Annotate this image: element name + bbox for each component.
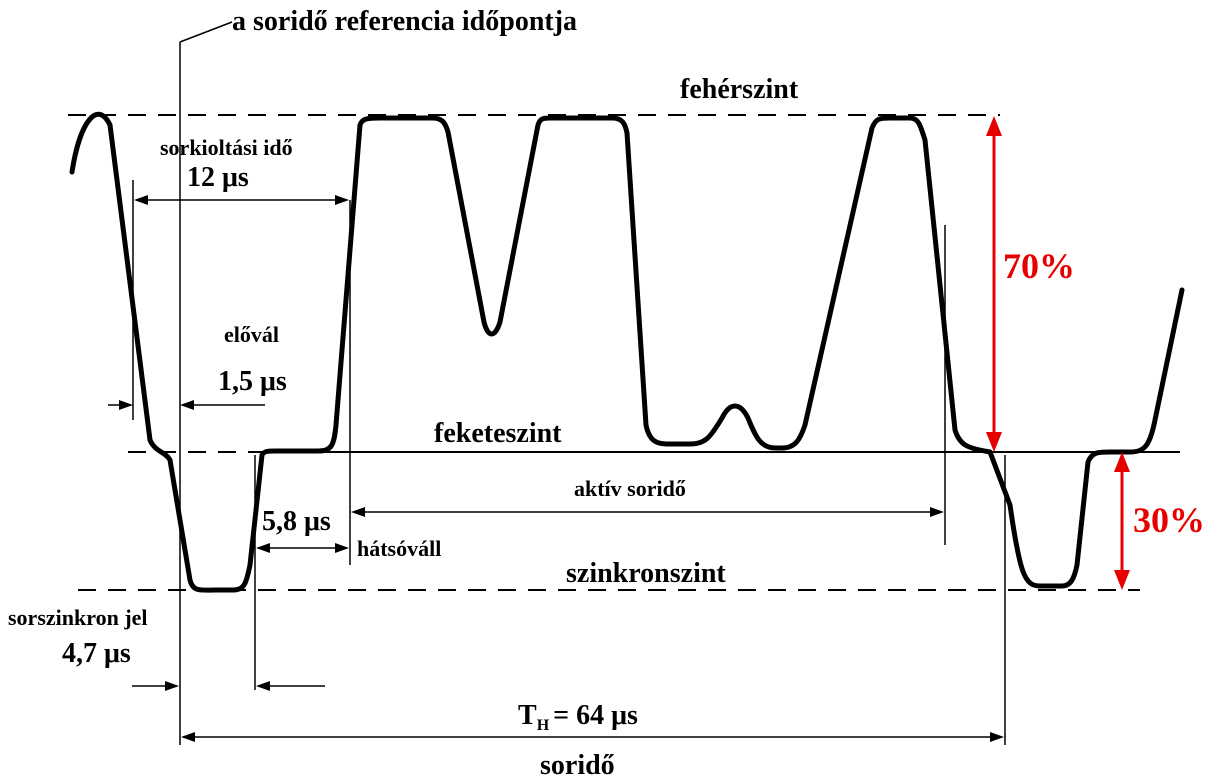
sync-level-label: szinkronszint [566, 558, 726, 589]
pct-70-label: 70% [1003, 246, 1075, 286]
black-level-label: feketeszint [434, 418, 562, 449]
front-porch-value: 1,5 μs [218, 366, 287, 397]
period-value: = 64 μs [553, 700, 638, 731]
white-level-label: fehérszint [680, 74, 799, 105]
blanking-value: 12 μs [187, 162, 249, 193]
video-waveform [69, 111, 1185, 593]
blanking-title: sorkioltási idő [160, 135, 293, 160]
period-prefix: T [518, 700, 537, 731]
back-porch-title: hátsóváll [357, 536, 441, 561]
back-porch-value: 5,8 μs [262, 506, 331, 537]
sync-pulse-title: sorszinkron jel [8, 605, 148, 630]
sync-pulse-value: 4,7 μs [62, 638, 131, 669]
front-porch-title: elővál [224, 322, 279, 347]
line-time-label: soridő [540, 750, 615, 781]
pct-30-label: 30% [1133, 500, 1205, 540]
reference-label: a soridő referencia időpontja [232, 6, 577, 37]
period-label: TH = 64 μs [518, 700, 638, 734]
reference-pointer [179, 21, 233, 43]
active-line-label: aktív soridő [574, 476, 686, 501]
period-subscript: H [537, 717, 550, 734]
